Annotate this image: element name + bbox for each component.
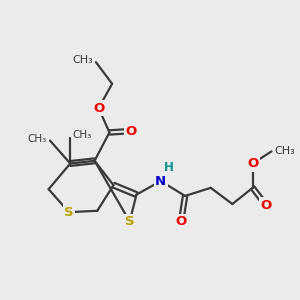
Text: CH₃: CH₃ xyxy=(72,130,92,140)
Text: CH₃: CH₃ xyxy=(274,146,295,156)
Text: CH₃: CH₃ xyxy=(28,134,47,144)
Text: O: O xyxy=(93,102,104,115)
Text: O: O xyxy=(176,215,187,228)
Text: H: H xyxy=(164,160,174,173)
Text: N: N xyxy=(155,175,166,188)
Text: O: O xyxy=(247,157,258,170)
Text: O: O xyxy=(260,199,272,212)
Text: CH₃: CH₃ xyxy=(73,55,93,65)
Text: S: S xyxy=(125,215,134,228)
Text: S: S xyxy=(64,206,74,219)
Text: O: O xyxy=(125,124,137,138)
